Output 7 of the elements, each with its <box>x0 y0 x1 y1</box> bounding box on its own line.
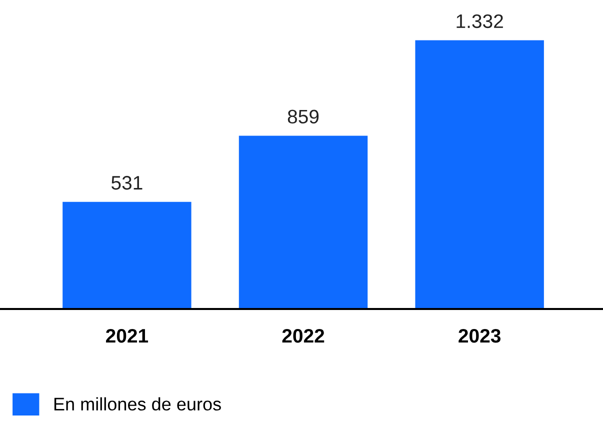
x-tick-label: 2022 <box>282 328 324 343</box>
x-tick-label: 2023 <box>458 328 501 343</box>
data-label: 531 <box>112 176 142 190</box>
data-label: 1.332 <box>456 14 503 28</box>
data-label: 859 <box>288 110 319 124</box>
legend-label: En millones de euros <box>54 397 221 411</box>
x-tick-label: 2021 <box>106 328 148 343</box>
